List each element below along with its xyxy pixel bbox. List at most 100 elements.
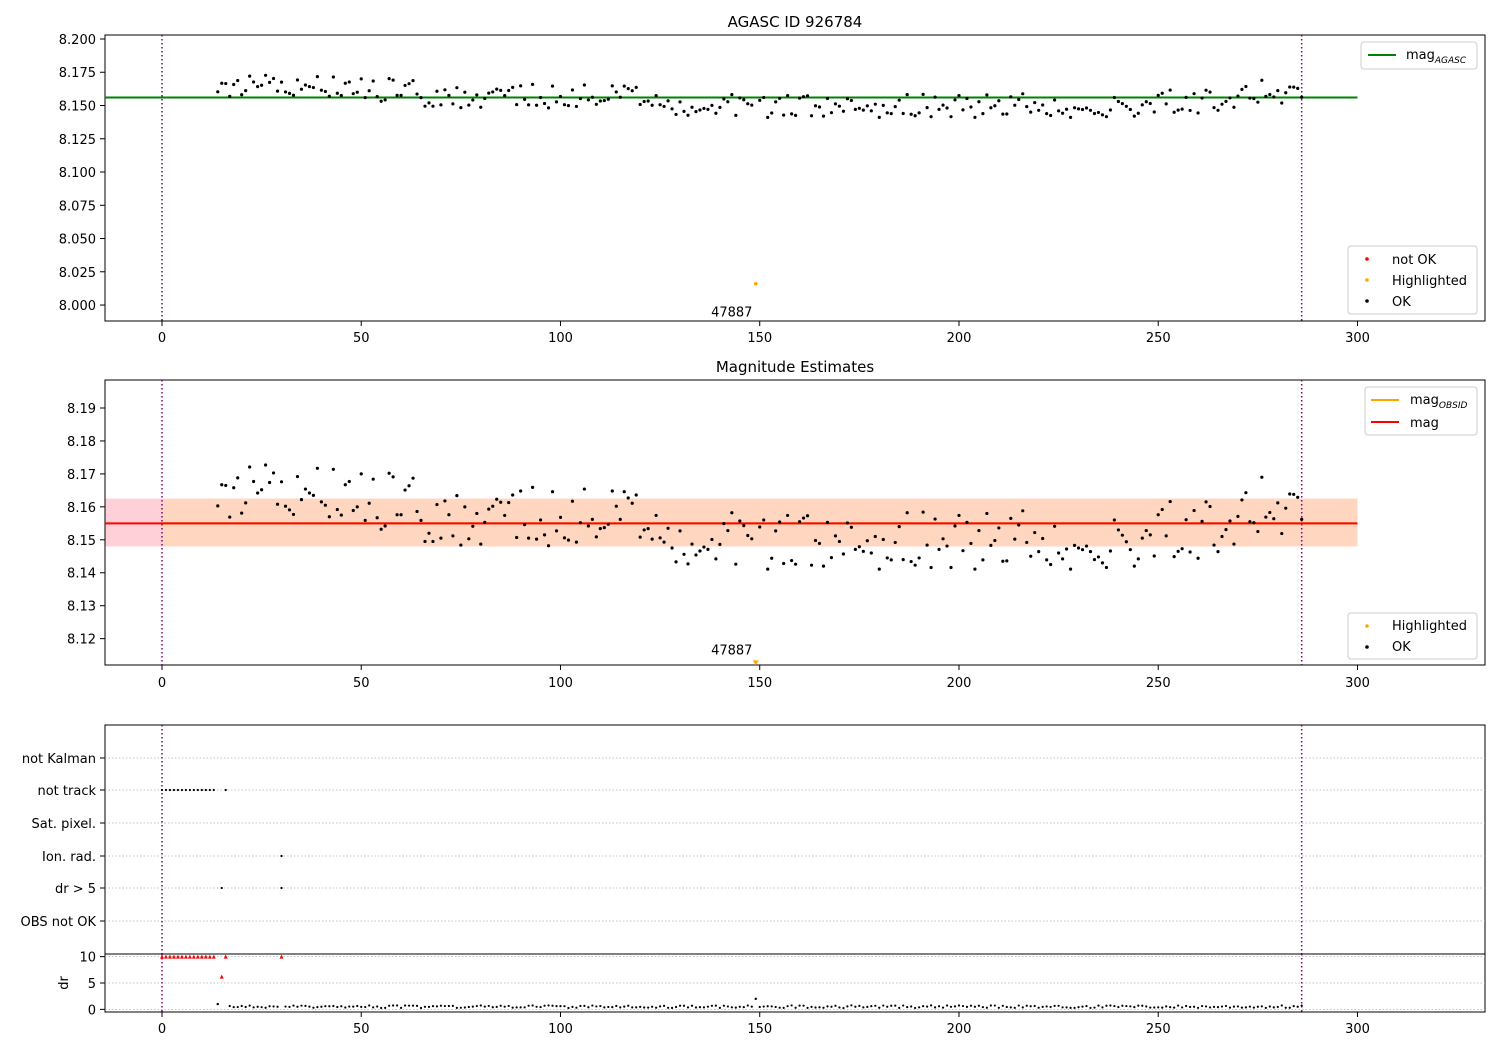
dr-point	[706, 1005, 710, 1008]
dr-point	[782, 1006, 785, 1009]
dr-point	[304, 1004, 307, 1007]
dr-point	[973, 1005, 977, 1008]
y-tick-label: 8.150	[59, 100, 96, 115]
ok-point	[570, 88, 575, 92]
dr-point	[316, 1006, 319, 1009]
dr-point	[483, 1005, 486, 1008]
dr-point	[411, 1004, 415, 1007]
ok-point	[523, 523, 527, 527]
ok-point	[790, 558, 794, 563]
ok-point	[554, 529, 559, 533]
dr-point	[232, 1006, 235, 1009]
ok-point	[1005, 112, 1009, 116]
ok-point	[682, 109, 686, 113]
dr-point	[898, 1006, 901, 1009]
ok-point	[419, 518, 423, 522]
dr-point	[850, 1004, 853, 1007]
ok-point	[1260, 475, 1264, 479]
x-tick-label: 200	[947, 676, 972, 691]
ok-point	[1124, 540, 1128, 544]
dr-point	[1137, 1004, 1140, 1007]
ok-point	[614, 90, 618, 94]
ok-point	[363, 518, 367, 522]
flag-point	[176, 788, 180, 792]
ok-point	[1220, 102, 1224, 106]
legend-mag: magOBSID mag	[1364, 386, 1478, 436]
ok-point	[287, 91, 292, 95]
ok-point	[503, 513, 507, 518]
ok-point	[451, 534, 455, 538]
dr-point	[834, 1004, 837, 1007]
ok-point	[407, 82, 411, 86]
panel-agasc: AGASC ID 926784 8.000 8.025 8.050 8.075 8.10…	[59, 13, 1486, 346]
dr-point	[1169, 1006, 1172, 1009]
dr-point	[1057, 1004, 1060, 1007]
ok-point	[586, 524, 590, 528]
ok-point	[1112, 95, 1116, 100]
ok-point	[570, 499, 575, 503]
dr-point	[1280, 1004, 1283, 1007]
ok-point	[403, 83, 407, 88]
ok-point	[821, 114, 826, 118]
dr-point	[380, 1006, 383, 1010]
ok-point	[1284, 506, 1288, 510]
dr-point	[798, 1004, 801, 1007]
dr-point	[1125, 1004, 1128, 1008]
dr-point	[1041, 1005, 1044, 1008]
dr-flagged-point	[219, 974, 224, 979]
x-tick-label: 0	[158, 676, 166, 691]
x-tick-label: 200	[947, 331, 972, 346]
ok-point	[953, 98, 957, 102]
x-tick-label: 150	[747, 1022, 772, 1037]
dr-point	[945, 1004, 949, 1007]
ok-point	[969, 105, 973, 109]
ok-point	[750, 103, 754, 107]
panel-flags: OBS not OK dr > 5 Ion. rad. Sat. pixel. not …	[21, 724, 1486, 955]
dr-point	[866, 1005, 869, 1008]
ok-point	[252, 80, 256, 84]
dr-point	[455, 1006, 458, 1009]
dr-point	[1212, 1005, 1216, 1009]
dr-point	[961, 1004, 965, 1008]
y-tick-label: 8.14	[67, 567, 96, 582]
ok-point	[299, 498, 304, 502]
ok-point	[833, 534, 838, 538]
ok-point	[475, 93, 479, 97]
ok-point	[236, 476, 240, 480]
ok-point	[666, 99, 670, 103]
ok-point	[351, 92, 355, 96]
dr-point	[882, 1004, 885, 1007]
ok-point	[1212, 106, 1216, 110]
obsid-annotation-2: 47887	[711, 643, 752, 658]
ok-point	[658, 536, 662, 540]
ok-point	[606, 522, 610, 526]
ok-point	[1037, 550, 1041, 554]
ok-point	[654, 94, 658, 98]
dr-point	[774, 1005, 777, 1009]
ok-point	[423, 104, 427, 108]
ok-point	[1248, 520, 1252, 524]
ok-point	[1076, 546, 1081, 550]
dr-point	[435, 1005, 439, 1008]
dr-point	[910, 1005, 913, 1008]
dr-point	[447, 1004, 451, 1008]
dr-point	[619, 1006, 622, 1009]
ok-point	[1276, 501, 1280, 505]
ok-point	[1248, 96, 1252, 100]
ok-point	[1041, 103, 1045, 107]
dr-point	[372, 1006, 375, 1009]
dr-point	[1105, 1004, 1108, 1007]
y-tick-label: 8.200	[59, 33, 96, 48]
dr-point	[567, 1006, 570, 1010]
ok-point	[793, 562, 798, 566]
ok-point	[562, 103, 567, 107]
ok-point	[467, 537, 471, 541]
ok-point	[534, 103, 539, 107]
ok-point	[626, 87, 630, 91]
dr-flagged-point	[179, 954, 184, 959]
ok-point	[1280, 531, 1284, 536]
ok-point	[817, 541, 822, 546]
ok-point	[706, 107, 710, 111]
ok-point	[1172, 555, 1176, 559]
ok-point	[933, 95, 937, 99]
